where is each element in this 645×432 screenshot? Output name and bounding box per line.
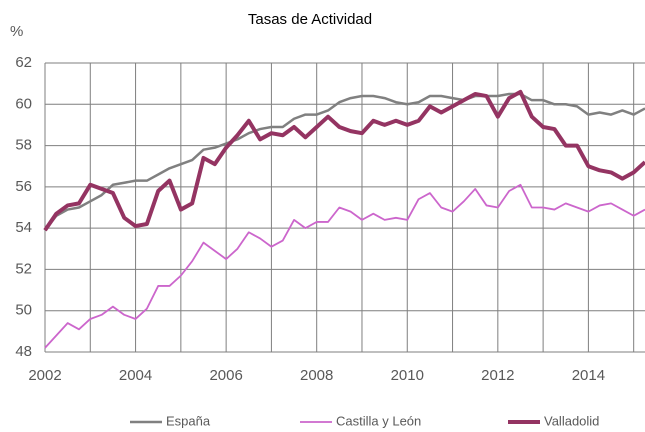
legend-label: Castilla y León bbox=[336, 413, 421, 428]
series-line bbox=[44, 92, 645, 231]
x-tick-label: 2002 bbox=[28, 367, 61, 384]
y-axis-label: % bbox=[10, 23, 23, 40]
legend-label: Valladolid bbox=[544, 413, 599, 428]
chart-title: Tasas de Actividad bbox=[248, 11, 372, 28]
x-tick-label: 2006 bbox=[209, 367, 242, 384]
y-tick-label: 56 bbox=[15, 178, 32, 195]
y-tick-label: 48 bbox=[15, 343, 32, 360]
y-tick-label: 62 bbox=[15, 54, 32, 71]
x-tick-label: 2004 bbox=[119, 367, 152, 384]
x-tick-label: 2008 bbox=[300, 367, 333, 384]
y-tick-label: 54 bbox=[15, 219, 32, 236]
x-tick-label: 2014 bbox=[572, 367, 605, 384]
y-tick-label: 52 bbox=[15, 260, 32, 277]
series-line bbox=[43, 89, 645, 232]
y-tick-label: 50 bbox=[15, 302, 32, 319]
legend-label: España bbox=[166, 413, 211, 428]
x-tick-label: 2010 bbox=[391, 367, 424, 384]
y-tick-label: 60 bbox=[15, 95, 32, 112]
y-tick-label: 58 bbox=[15, 137, 32, 154]
series-line bbox=[44, 183, 645, 349]
x-tick-label: 2012 bbox=[481, 367, 514, 384]
